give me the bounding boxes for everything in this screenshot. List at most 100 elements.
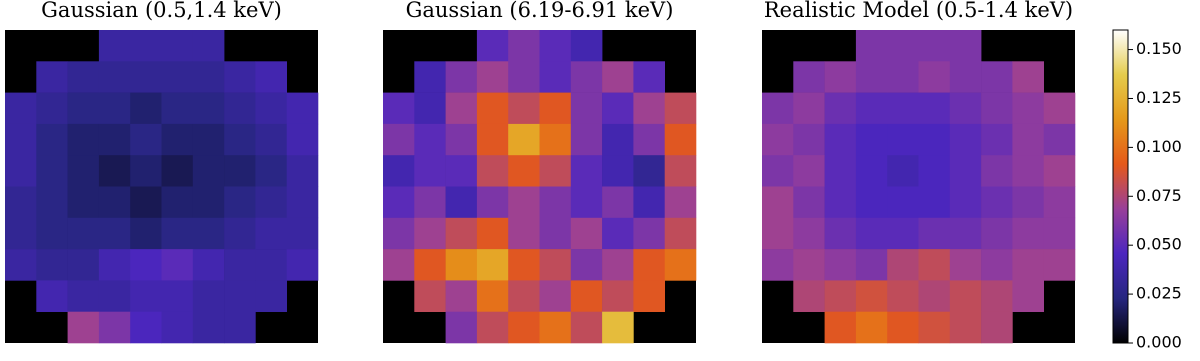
heatmap-cell	[981, 280, 1013, 312]
heatmap-cell	[949, 186, 982, 219]
heatmap-cell	[67, 311, 100, 344]
heatmap-cell	[918, 61, 951, 93]
heatmap-cell	[1012, 123, 1044, 156]
heatmap-cell	[633, 217, 665, 250]
heatmap-cell	[918, 186, 951, 219]
heatmap-cell	[130, 92, 162, 125]
heatmap-cell	[981, 186, 1013, 219]
heatmap-cell	[224, 92, 256, 125]
heatmap-cell	[130, 61, 162, 93]
heatmap-cell	[161, 280, 194, 312]
heatmap-cell	[633, 155, 665, 187]
heatmap-cell	[130, 217, 162, 250]
heatmap-cell	[445, 61, 478, 93]
heatmap-cell	[887, 92, 919, 125]
heatmap-cell	[224, 217, 256, 250]
heatmap-cell	[224, 123, 256, 156]
heatmap-cell	[36, 61, 68, 93]
heatmap-cell	[793, 217, 825, 250]
heatmap-cell	[255, 123, 287, 156]
heatmap-cell	[664, 92, 697, 125]
heatmap-cell	[824, 311, 857, 344]
heatmap-cell	[286, 155, 319, 187]
heatmap-cell	[476, 249, 509, 281]
heatmap-cell	[824, 280, 857, 312]
colorbar-tick-label: 0.100	[1136, 137, 1182, 156]
heatmap-cell	[161, 92, 194, 125]
heatmap-cell	[98, 217, 131, 250]
heatmap-cell	[476, 123, 509, 156]
heatmap-cell	[633, 186, 665, 219]
colorbar-tick-label: 0.150	[1136, 39, 1182, 58]
heatmap-cell	[192, 280, 225, 312]
heatmap-cell	[855, 30, 888, 62]
heatmap-cell	[949, 92, 982, 125]
heatmap-cell	[98, 186, 131, 219]
heatmap-cell	[633, 61, 665, 93]
heatmap-cell	[1043, 249, 1076, 281]
heatmap-cell	[1012, 61, 1044, 93]
heatmap-cell	[67, 61, 100, 93]
heatmap-cell	[508, 123, 540, 156]
heatmap-cell	[539, 186, 572, 219]
heatmap-cell	[981, 311, 1013, 344]
heatmap-cell	[476, 217, 509, 250]
heatmap-cell	[224, 280, 256, 312]
heatmap-cell	[255, 155, 287, 187]
heatmap-cell	[98, 155, 131, 187]
heatmap-cell	[255, 280, 287, 312]
heatmap-cell	[98, 311, 131, 344]
heatmap-cell	[824, 92, 857, 125]
heatmap-cell	[793, 155, 825, 187]
heatmap-cell	[67, 217, 100, 250]
heatmap-cell	[1043, 186, 1076, 219]
heatmap-cell	[5, 92, 37, 125]
heatmap-cell	[887, 217, 919, 250]
heatmap-cell	[476, 311, 509, 344]
heatmap-cell	[633, 123, 665, 156]
heatmap-cell	[570, 30, 603, 62]
heatmap-cell	[887, 61, 919, 93]
heatmap-cell	[98, 123, 131, 156]
heatmap-cell	[981, 92, 1013, 125]
heatmap-cell	[793, 61, 825, 93]
heatmap-cell	[664, 155, 697, 187]
heatmap-cell	[664, 186, 697, 219]
heatmap-cell	[508, 249, 540, 281]
heatmap-cell	[1012, 280, 1044, 312]
heatmap-cell	[887, 311, 919, 344]
heatmap-cell	[255, 217, 287, 250]
heatmap-cell	[192, 155, 225, 187]
heatmap-cell	[602, 311, 634, 344]
heatmap-cell	[192, 123, 225, 156]
heatmap-cell	[855, 280, 888, 312]
colorbar-tick-label: 0.025	[1136, 284, 1182, 303]
heatmap-cell	[445, 249, 478, 281]
heatmap-cell	[824, 155, 857, 187]
heatmap-cell	[414, 123, 446, 156]
heatmap-cell	[762, 155, 794, 187]
heatmap-cell	[762, 217, 794, 250]
heatmap-cell	[192, 186, 225, 219]
heatmap-cell	[445, 186, 478, 219]
heatmap-cell	[602, 123, 634, 156]
heatmap-cell	[5, 249, 37, 281]
heatmap-cell	[539, 61, 572, 93]
heatmap-cell	[286, 123, 319, 156]
heatmap-cell	[1043, 123, 1076, 156]
heatmap-cell	[1012, 217, 1044, 250]
heatmap-cell	[1012, 186, 1044, 219]
heatmap-cell	[887, 30, 919, 62]
heatmap-cell	[570, 249, 603, 281]
heatmap-cell	[414, 92, 446, 125]
heatmap-cell	[981, 217, 1013, 250]
heatmap-cell	[161, 217, 194, 250]
heatmap-cell	[476, 61, 509, 93]
heatmap-cell	[414, 217, 446, 250]
heatmap-cell	[602, 155, 634, 187]
heatmap-cell	[192, 92, 225, 125]
heatmap-cell	[539, 123, 572, 156]
heatmap-cell	[36, 123, 68, 156]
heatmap-cell	[445, 123, 478, 156]
heatmap-cell	[918, 249, 951, 281]
